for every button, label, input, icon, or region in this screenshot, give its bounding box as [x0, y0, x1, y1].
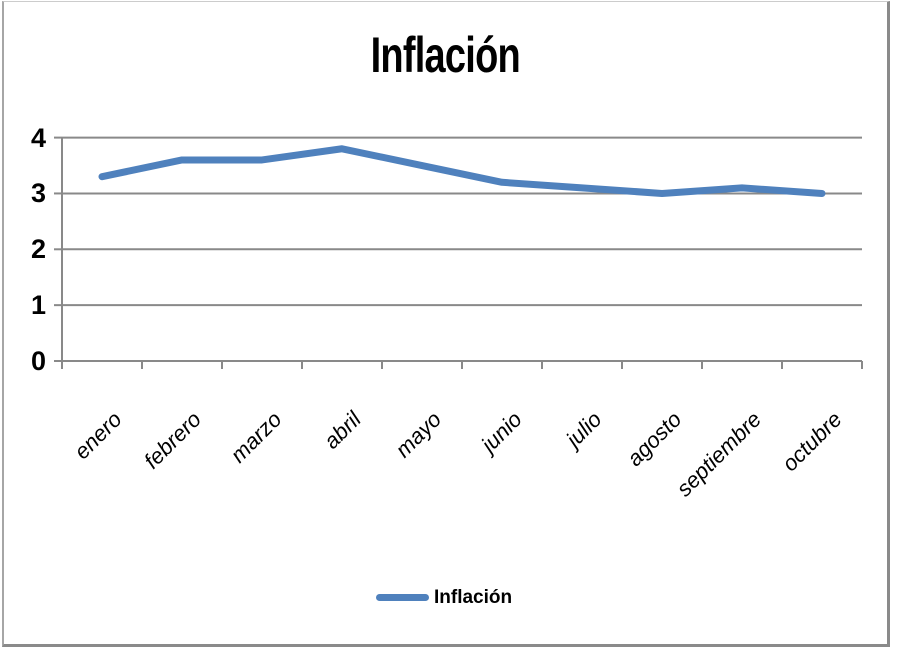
y-tick-label: 4 [30, 122, 46, 153]
y-tick-label: 2 [30, 234, 46, 265]
legend: Inflación [376, 586, 512, 608]
y-tick-label: 3 [30, 178, 46, 209]
chart-title: Inflación [2, 28, 888, 83]
y-tick-label: 0 [30, 346, 46, 376]
y-tick-label: 1 [30, 290, 46, 321]
chart-title-text: Inflación [370, 27, 520, 83]
inflation-series-line [98, 145, 826, 197]
legend-label: Inflación [434, 586, 513, 608]
legend-line-swatch [376, 593, 429, 601]
chart-frame [2, 1, 890, 647]
